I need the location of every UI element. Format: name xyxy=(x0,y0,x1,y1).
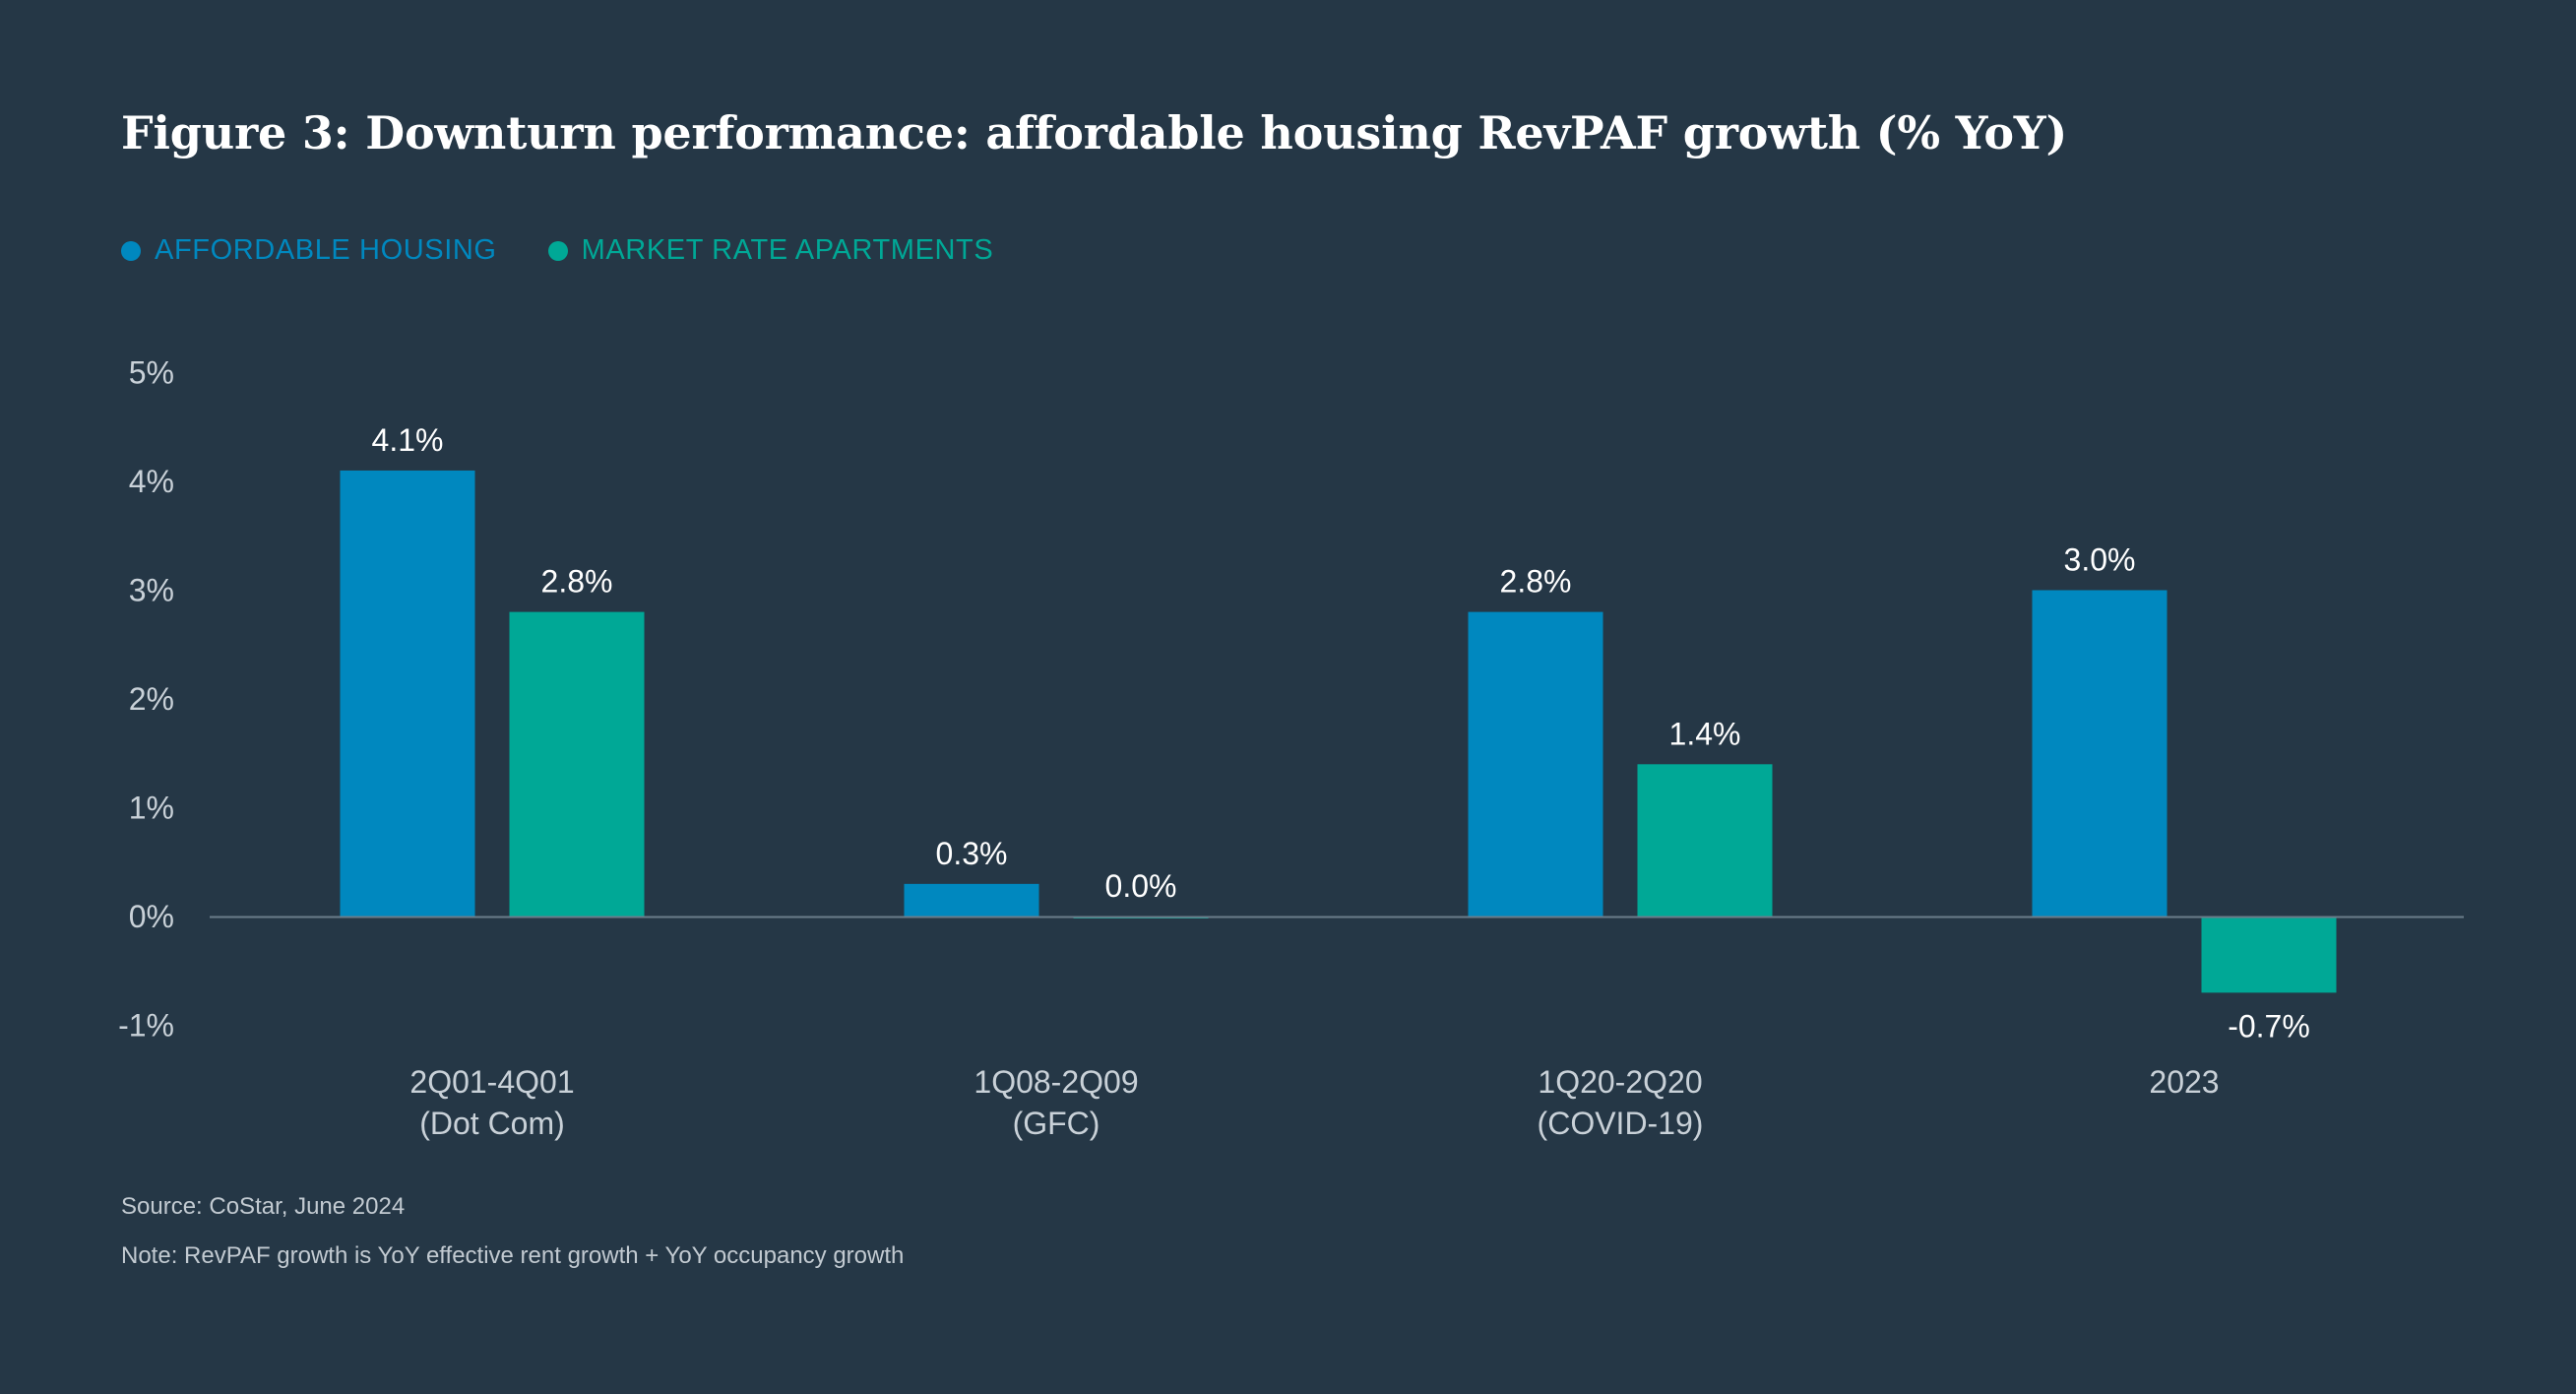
bar-chart: 5% 4% 3% 2% 1% 0% -1% 4.1% 0.3% 2.8% 3.0% 2.8% 0.0% 1… xyxy=(118,355,2464,1141)
chart-title: Figure 3: Downturn performance: affordab… xyxy=(121,106,2068,159)
bar-value-label: -0.7% xyxy=(2228,1008,2310,1044)
bar-value-label: 2.8% xyxy=(541,564,613,600)
x-category-label: (COVID-19) xyxy=(1538,1106,1704,1141)
legend-dot-affordable-icon xyxy=(121,240,141,261)
y-tick-label: 1% xyxy=(129,791,174,826)
y-tick-label: -1% xyxy=(118,1008,174,1044)
x-category-label: (GFC) xyxy=(1013,1106,1100,1141)
bar xyxy=(509,611,645,917)
bar xyxy=(1637,764,1773,917)
chart-legend: AFFORDABLE HOUSING MARKET RATE APARTMENT… xyxy=(121,234,993,267)
bar xyxy=(2201,917,2337,993)
y-tick-label: 3% xyxy=(129,573,174,608)
x-category-label: 1Q08-2Q09 xyxy=(974,1064,1138,1100)
y-tick-label: 2% xyxy=(129,681,174,717)
bar-value-label: 3.0% xyxy=(2064,542,2136,578)
bar-value-label: 0.3% xyxy=(936,836,1008,871)
x-category-label: 2Q01-4Q01 xyxy=(409,1064,574,1100)
bar xyxy=(1468,611,1603,917)
bar-value-label: 4.1% xyxy=(372,422,444,458)
bar-value-label: 1.4% xyxy=(1669,716,1741,751)
bar xyxy=(340,470,475,917)
y-tick-label: 5% xyxy=(129,355,174,391)
legend-item-market: MARKET RATE APARTMENTS xyxy=(547,234,994,267)
legend-dot-market-icon xyxy=(547,240,568,261)
legend-item-affordable: AFFORDABLE HOUSING xyxy=(121,234,497,267)
y-tick-label: 4% xyxy=(129,464,174,499)
bar-value-label: 2.8% xyxy=(1500,564,1572,600)
legend-label-affordable: AFFORDABLE HOUSING xyxy=(155,234,497,266)
source-note: Source: CoStar, June 2024 xyxy=(121,1193,406,1220)
bar xyxy=(904,883,1039,917)
bar-value-label: 0.0% xyxy=(1105,868,1177,904)
explanatory-note: Note: RevPAF growth is YoY effective ren… xyxy=(121,1242,905,1269)
legend-label-market: MARKET RATE APARTMENTS xyxy=(581,234,994,266)
x-category-label: (Dot Com) xyxy=(419,1106,565,1141)
x-category-label: 2023 xyxy=(2149,1064,2219,1100)
y-tick-label: 0% xyxy=(129,899,174,934)
x-category-label: 1Q20-2Q20 xyxy=(1538,1064,1702,1100)
bar xyxy=(2032,590,2168,917)
